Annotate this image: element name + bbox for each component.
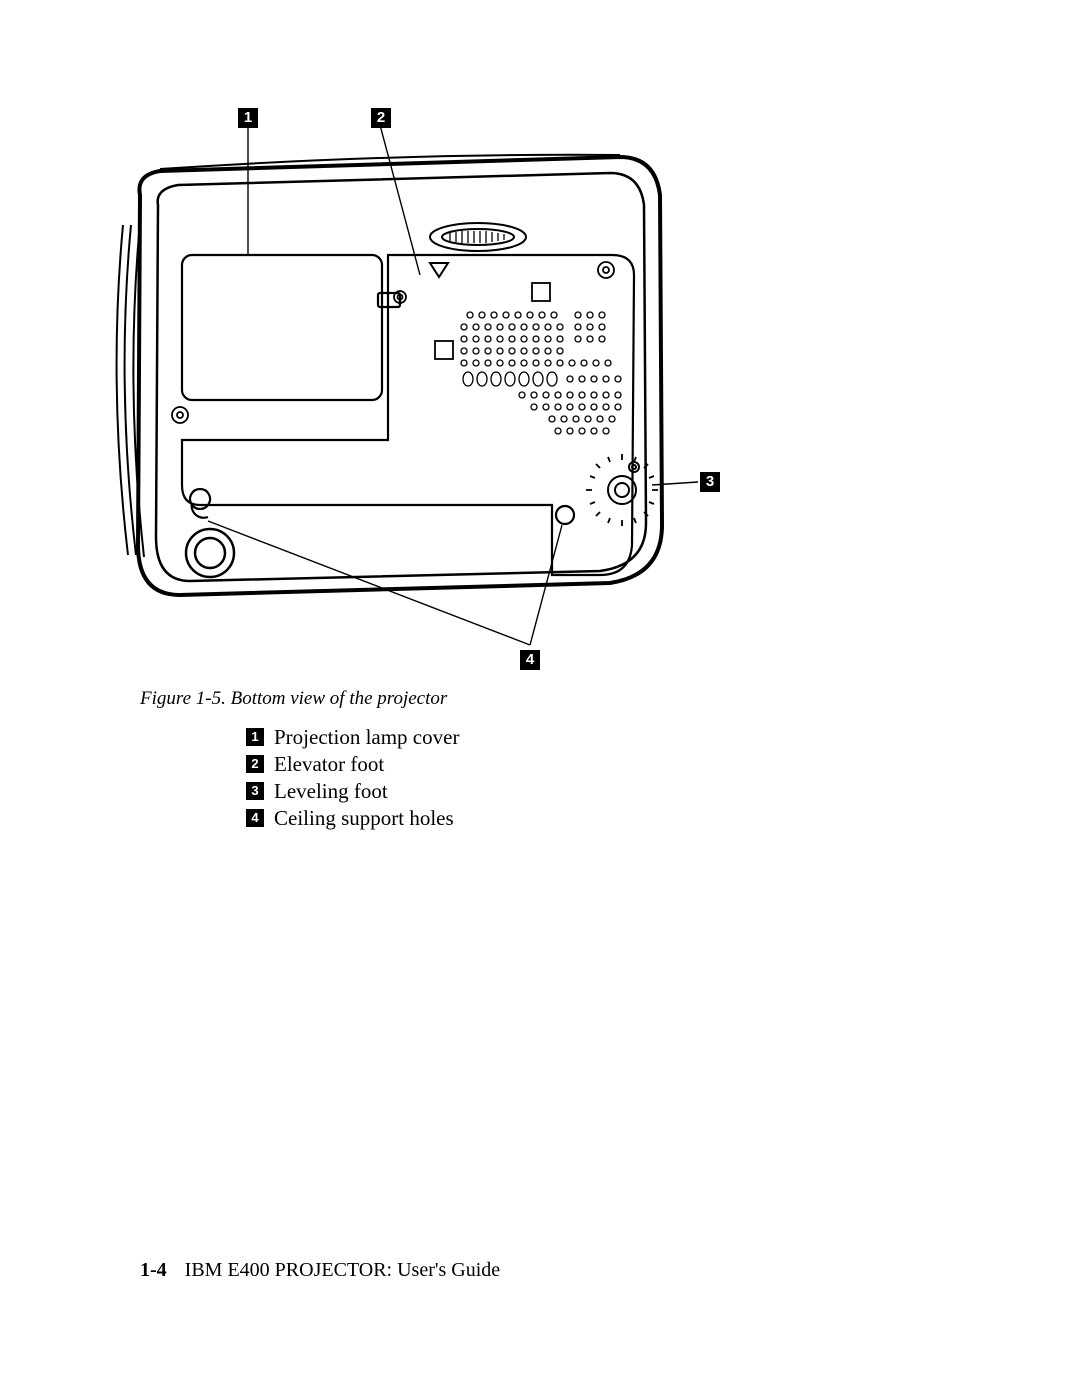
figure-diagram	[100, 105, 730, 675]
callout-3: 3	[700, 472, 720, 492]
page: 1 2 3 4 Figure 1-5. Bottom view of the p…	[0, 0, 1080, 1397]
legend-num-1: 1	[246, 728, 264, 746]
legend-item: 3 Leveling foot	[246, 778, 459, 804]
page-footer: 1-4 IBM E400 PROJECTOR: User's Guide	[140, 1259, 500, 1282]
footer-title: IBM E400 PROJECTOR: User's Guide	[185, 1259, 500, 1281]
legend-num-4: 4	[246, 809, 264, 827]
callout-1: 1	[238, 108, 258, 128]
legend: 1 Projection lamp cover 2 Elevator foot …	[246, 724, 459, 832]
legend-label-2: Elevator foot	[274, 751, 384, 777]
callout-4: 4	[520, 650, 540, 670]
callout-2: 2	[371, 108, 391, 128]
legend-item: 4 Ceiling support holes	[246, 805, 459, 831]
legend-item: 1 Projection lamp cover	[246, 724, 459, 750]
legend-item: 2 Elevator foot	[246, 751, 459, 777]
legend-num-2: 2	[246, 755, 264, 773]
legend-label-4: Ceiling support holes	[274, 805, 454, 831]
legend-label-3: Leveling foot	[274, 778, 388, 804]
page-number: 1-4	[140, 1259, 167, 1281]
figure-caption: Figure 1-5. Bottom view of the projector	[140, 688, 447, 710]
legend-label-1: Projection lamp cover	[274, 724, 459, 750]
legend-num-3: 3	[246, 782, 264, 800]
